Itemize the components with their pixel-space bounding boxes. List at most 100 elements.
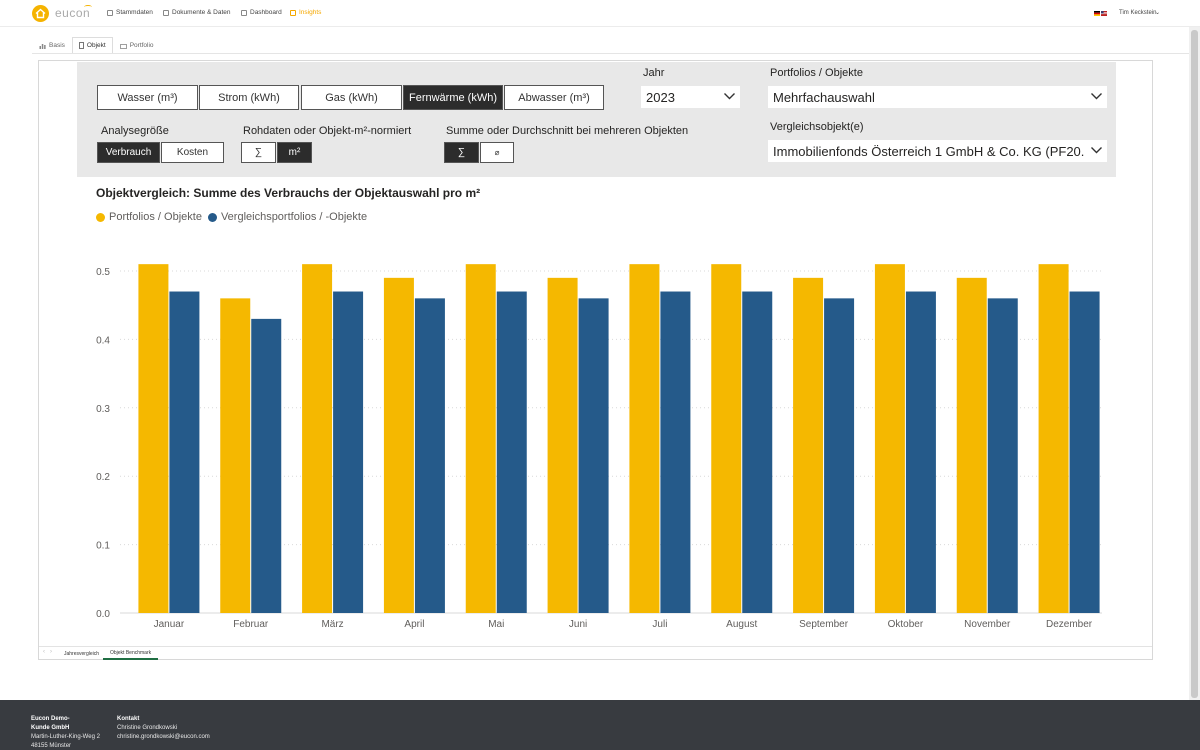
bar-vergleich[interactable]: [987, 298, 1018, 613]
page-next-icon[interactable]: ›: [50, 649, 52, 655]
chevron-down-icon[interactable]: ⌄: [1155, 10, 1161, 16]
x-tick-label: Februar: [233, 619, 269, 630]
x-tick-label: Juli: [652, 619, 667, 630]
agg-avg-button[interactable]: ⌀: [480, 142, 514, 163]
german-flag-icon[interactable]: [1094, 11, 1100, 16]
logo-swoosh-icon: [84, 5, 92, 9]
portfolio-icon: [119, 43, 127, 49]
nav-dashboard-label: Dashboard: [250, 9, 282, 16]
nav-stammdaten[interactable]: Stammdaten: [107, 9, 153, 16]
bar-portfolio[interactable]: [220, 298, 251, 613]
norm-raw-button[interactable]: ∑: [241, 142, 276, 163]
dashboard-icon: [241, 9, 247, 16]
bar-vergleich[interactable]: [578, 298, 609, 613]
bar-portfolio[interactable]: [465, 264, 496, 613]
report-page-tabs: ‹ › Jahresvergleich Objekt Benchmark: [39, 646, 1152, 660]
bar-portfolio[interactable]: [138, 264, 169, 613]
building-icon: [79, 42, 84, 49]
x-tick-label: April: [404, 619, 424, 630]
page-prev-icon[interactable]: ‹: [43, 649, 45, 655]
legend-vergleich-label[interactable]: Vergleichsportfolios / -Objekte: [220, 211, 368, 223]
bar-vergleich[interactable]: [169, 291, 200, 613]
x-tick-label: Mai: [488, 619, 504, 630]
footer-company-street: Martin-Luther-King-Weg 2: [31, 734, 100, 740]
footer-company-line-1: Eucon Demo-: [31, 716, 70, 722]
jahr-dropdown[interactable]: 2023: [641, 86, 740, 108]
vergleich-dropdown[interactable]: Immobilienfonds Österreich 1 GmbH & Co. …: [768, 140, 1107, 162]
media-strom-button[interactable]: Strom (kWh): [199, 85, 299, 110]
chevron-down-icon: [1091, 93, 1102, 100]
footer-company-city: 48155 Münster: [31, 743, 72, 749]
bar-vergleich[interactable]: [660, 291, 691, 613]
bar-portfolio[interactable]: [874, 264, 905, 613]
user-menu[interactable]: Tim Keckstein: [1119, 10, 1157, 16]
footer-contact: Kontakt Christine Grondkowski christine.…: [117, 715, 210, 742]
home-logo-icon[interactable]: [32, 5, 49, 22]
bar-vergleich[interactable]: [742, 291, 773, 613]
bar-vergleich[interactable]: [824, 298, 855, 613]
bar-vergleich[interactable]: [496, 291, 527, 613]
x-tick-label: Januar: [154, 619, 185, 630]
bar-portfolio[interactable]: [302, 264, 333, 613]
bar-portfolio[interactable]: [711, 264, 742, 613]
footer-contact-title: Kontakt: [117, 716, 140, 722]
bar-portfolio[interactable]: [547, 277, 578, 613]
bar-portfolio[interactable]: [383, 277, 414, 613]
analyse-kosten-button[interactable]: Kosten: [161, 142, 224, 163]
bar-chart: 0.0 0.1 0.2 0.3 0.4 0.5 Januar Februar März April…: [96, 264, 1102, 630]
x-tick-label: November: [964, 619, 1011, 630]
page-tab-objekt-benchmark[interactable]: Objekt Benchmark: [103, 647, 159, 660]
tab-basis[interactable]: Basis: [32, 37, 72, 54]
english-flag-icon[interactable]: [1101, 11, 1107, 16]
legend-portfolio-label[interactable]: Portfolios / Objekte: [109, 211, 202, 223]
analyse-verbrauch-button[interactable]: Verbrauch: [97, 142, 160, 163]
media-fernwaerme-button[interactable]: Fernwärme (kWh): [403, 85, 503, 110]
bar-portfolio[interactable]: [793, 277, 824, 613]
x-tick-label: Oktober: [888, 619, 924, 630]
jahr-value: 2023: [646, 89, 675, 105]
bar-portfolio[interactable]: [1038, 264, 1069, 613]
media-abwasser-button[interactable]: Abwasser (m³): [504, 85, 604, 110]
norm-m2-button[interactable]: m²: [277, 142, 312, 163]
y-tick-label: 0.1: [96, 541, 110, 552]
vergleich-label: Vergleichsobjekt(e): [770, 121, 864, 133]
bar-vergleich[interactable]: [905, 291, 936, 613]
media-wasser-button[interactable]: Wasser (m³): [97, 85, 198, 110]
nav-dashboard[interactable]: Dashboard: [241, 9, 282, 16]
tab-objekt-label: Objekt: [86, 42, 106, 49]
media-gas-button[interactable]: Gas (kWh): [301, 85, 402, 110]
x-tick-label: Juni: [569, 619, 587, 630]
y-tick-label: 0.4: [96, 335, 110, 346]
bar-portfolio[interactable]: [956, 277, 987, 613]
bar-portfolio[interactable]: [629, 264, 660, 613]
tab-portfolio[interactable]: Portfolio: [113, 37, 161, 54]
portfolios-dropdown[interactable]: Mehrfachauswahl: [768, 86, 1107, 108]
portfolios-value: Mehrfachauswahl: [773, 89, 875, 105]
analyse-label: Analysegröße: [101, 125, 169, 137]
bar-vergleich[interactable]: [414, 298, 445, 613]
chart-title: Objektvergleich: Summe des Verbrauchs de…: [96, 186, 481, 200]
tab-objekt[interactable]: Objekt: [71, 37, 113, 54]
scrollbar-thumb[interactable]: [1191, 30, 1198, 698]
tab-basis-label: Basis: [49, 42, 65, 49]
footer: Eucon Demo- Kunde GmbH Martin-Luther-Kin…: [0, 700, 1200, 750]
nav-dokumente[interactable]: Dokumente & Daten: [163, 9, 231, 16]
agg-sum-button[interactable]: ∑: [444, 142, 479, 163]
portfolios-label: Portfolios / Objekte: [770, 67, 863, 79]
nav-insights[interactable]: Insights: [290, 9, 321, 16]
chart-legend: Portfolios / Objekte Vergleichsportfolio…: [96, 211, 367, 223]
bar-vergleich[interactable]: [251, 318, 282, 613]
footer-contact-email[interactable]: christine.grondkowski@eucon.com: [117, 734, 210, 740]
subtab-divider: [32, 53, 1190, 54]
bar-vergleich[interactable]: [1069, 291, 1100, 613]
page-tab-jahresvergleich[interactable]: Jahresvergleich: [64, 650, 100, 657]
vergleich-value: Immobilienfonds Österreich 1 GmbH & Co. …: [773, 143, 1085, 159]
norm-label: Rohdaten oder Objekt-m²-normiert: [243, 125, 412, 137]
bar-vergleich[interactable]: [333, 291, 364, 613]
logo-text: eucon: [55, 6, 91, 20]
language-switcher[interactable]: [1094, 11, 1107, 16]
chevron-down-icon: [1091, 147, 1102, 154]
x-tick-label: März: [321, 619, 343, 630]
nav-stammdaten-label: Stammdaten: [116, 9, 153, 16]
